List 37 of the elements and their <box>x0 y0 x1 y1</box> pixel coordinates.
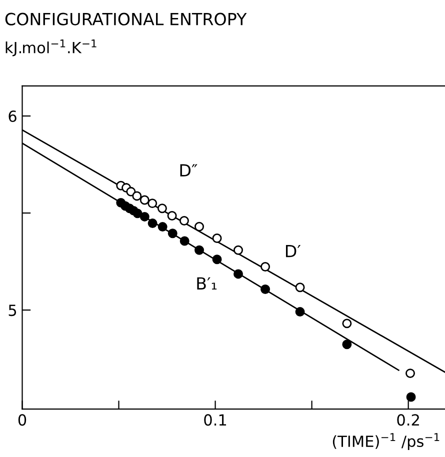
point <box>260 262 270 272</box>
point <box>132 208 142 218</box>
point <box>212 254 222 264</box>
x-tick-label: 0.2 <box>397 414 419 426</box>
y-tick-label: 5 <box>8 304 16 316</box>
point <box>157 204 167 214</box>
point <box>234 245 244 255</box>
point <box>212 234 222 243</box>
point <box>406 392 416 402</box>
chart-title: CONFIGURATIONAL ENTROPY <box>5 12 247 26</box>
point <box>148 198 158 208</box>
point <box>167 210 177 220</box>
point <box>140 212 150 222</box>
y-tick-label: 6 <box>8 110 16 122</box>
point <box>295 307 305 317</box>
point <box>158 222 168 232</box>
annotation: B′₁ <box>197 277 217 290</box>
x-tick-label: 0 <box>18 414 26 426</box>
point <box>342 318 352 328</box>
point <box>406 368 415 378</box>
point <box>168 228 178 238</box>
y-axis-title: kJ.mol$^{−1}$.K$^{−1}$ <box>6 40 96 56</box>
x-tick-label: 0.1 <box>204 414 226 426</box>
point <box>234 269 244 279</box>
point <box>194 245 204 255</box>
point <box>295 282 305 292</box>
point <box>194 222 204 232</box>
point <box>148 218 158 228</box>
annotation: D′ <box>286 245 301 258</box>
annotation: D″ <box>180 164 198 176</box>
point <box>179 216 189 226</box>
point <box>260 284 270 294</box>
point <box>342 340 352 350</box>
x-axis-title: (TIME)$^{−1}$ /ps$^{−1}$ <box>332 433 440 450</box>
point <box>180 236 190 246</box>
point <box>140 195 150 205</box>
point <box>132 191 142 201</box>
